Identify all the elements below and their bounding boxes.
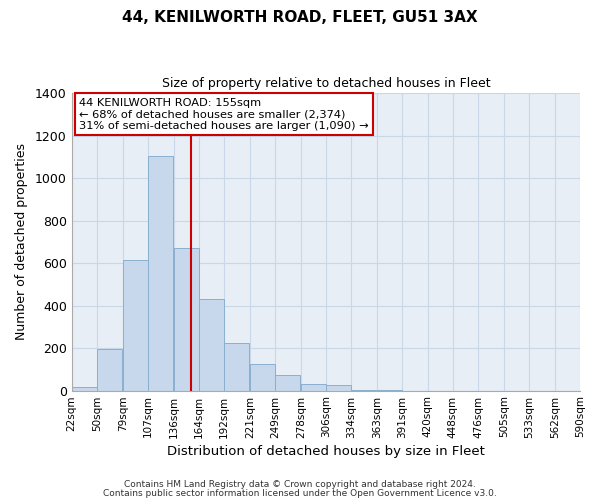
Bar [174,248,199,390]
Bar [199,299,224,390]
Text: 44 KENILWORTH ROAD: 155sqm
← 68% of detached houses are smaller (2,374)
31% of s: 44 KENILWORTH ROAD: 155sqm ← 68% of deta… [79,98,369,130]
Bar [122,260,148,390]
Text: Contains HM Land Registry data © Crown copyright and database right 2024.: Contains HM Land Registry data © Crown c… [124,480,476,489]
Text: Contains public sector information licensed under the Open Government Licence v3: Contains public sector information licen… [103,490,497,498]
Text: 44, KENILWORTH ROAD, FLEET, GU51 3AX: 44, KENILWORTH ROAD, FLEET, GU51 3AX [122,10,478,25]
Bar [275,374,300,390]
X-axis label: Distribution of detached houses by size in Fleet: Distribution of detached houses by size … [167,444,485,458]
Bar [301,384,326,390]
Bar [97,349,122,391]
Y-axis label: Number of detached properties: Number of detached properties [15,144,28,340]
Bar [148,156,173,390]
Bar [250,364,275,390]
Bar [326,386,351,390]
Bar [71,388,97,390]
Bar [224,343,249,390]
Title: Size of property relative to detached houses in Fleet: Size of property relative to detached ho… [161,78,490,90]
